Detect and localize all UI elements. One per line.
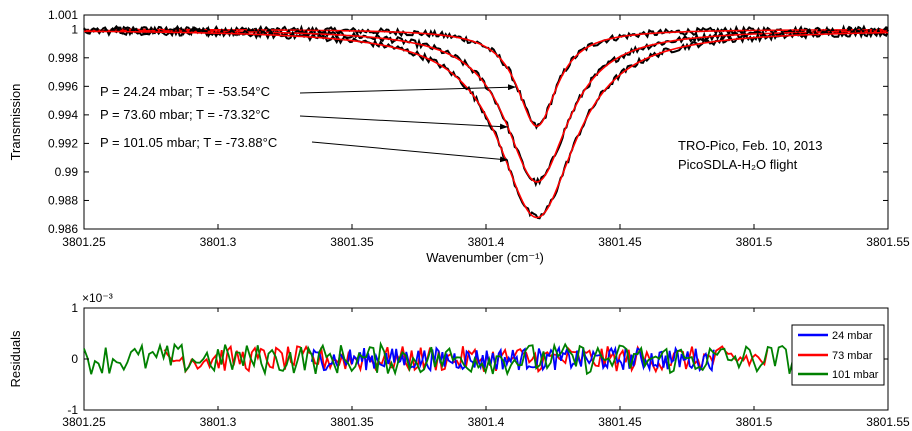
top-y-axis-label: Transmission (8, 84, 23, 161)
bottom-x-tick-label: 3801.5 (736, 415, 773, 429)
bottom-x-tick-label: 3801.3 (200, 415, 237, 429)
top-x-tick-label: 3801.4 (468, 235, 505, 249)
label-arrow-101mbar (311, 141, 509, 163)
series-labels: P = 24.24 mbar; T = -53.54°C P = 73.60 m… (100, 84, 517, 163)
top-y-tick-label: 0.996 (48, 79, 78, 93)
top-y-tick-label: 1.001 (48, 8, 78, 22)
top-x-tick-label: 3801.45 (598, 235, 642, 249)
bottom-y-tick-label: 1 (71, 301, 78, 315)
bottom-x-tick-label: 3801.25 (62, 415, 106, 429)
top-y-tick-label: 1 (71, 22, 78, 36)
transmission-panel: 3801.25 3801.3 3801.35 3801.4 3801.45 3801.5 3… (8, 8, 910, 265)
top-x-ticks: 3801.25 3801.3 3801.35 3801.4 3801.45 3801.5 3… (62, 15, 910, 249)
fit-spectrum-2 (84, 30, 888, 219)
residuals-panel: 3801.25 3801.3 3801.35 3801.4 3801.45 3801.5 3… (8, 291, 910, 429)
top-x-tick-label: 3801.55 (866, 235, 910, 249)
series-label-73mbar: P = 73.60 mbar; T = -73.32°C (100, 107, 270, 122)
top-y-tick-label: 0.986 (48, 222, 78, 236)
legend-label-101mbar: 101 mbar (832, 369, 879, 381)
residual-series-group (83, 340, 809, 377)
series-label-24mbar: P = 24.24 mbar; T = -53.54°C (100, 84, 270, 99)
bottom-y-tick-label: -1 (67, 403, 78, 417)
top-y-tick-label: 0.994 (48, 108, 78, 122)
bottom-x-ticks: 3801.25 3801.3 3801.35 3801.4 3801.45 3801.5 3… (62, 308, 910, 429)
top-y-tick-label: 0.992 (48, 136, 78, 150)
legend-label-24mbar: 24 mbar (832, 330, 873, 342)
top-y-tick-label: 0.99 (55, 165, 79, 179)
bottom-x-tick-label: 3801.45 (598, 415, 642, 429)
residuals-legend: 24 mbar 73 mbar 101 mbar (791, 324, 885, 386)
top-series-group (83, 24, 889, 220)
top-x-tick-label: 3801.3 (200, 235, 237, 249)
bottom-x-tick-label: 3801.4 (468, 415, 505, 429)
flight-annotation-line2: PicoSDLA-H₂O flight (678, 157, 798, 172)
top-x-tick-label: 3801.35 (330, 235, 374, 249)
residual-series-2 (83, 340, 809, 377)
top-y-ticks: 0.986 0.988 0.99 0.992 0.994 0.996 0.998 11.001 (48, 8, 888, 236)
flight-annotation-line1: TRO-Pico, Feb. 10, 2013 (678, 138, 823, 153)
top-x-tick-label: 3801.5 (736, 235, 773, 249)
bottom-x-tick-label: 3801.35 (330, 415, 374, 429)
label-arrow-24mbar (299, 84, 517, 94)
series-label-101mbar: P = 101.05 mbar; T = -73.88°C (100, 135, 277, 150)
bottom-y-ticks: -1 0 1 (67, 301, 888, 417)
top-x-axis-label: Wavenumber (cm⁻¹) (426, 250, 544, 265)
top-plot-area (83, 14, 889, 230)
top-x-tick-label: 3801.25 (62, 235, 106, 249)
label-arrow-73mbar (299, 115, 509, 130)
bottom-y-axis-label: Residuals (8, 330, 23, 388)
top-y-tick-label: 0.988 (48, 193, 78, 207)
residuals-exponent-label: ×10⁻³ (82, 291, 113, 305)
fit-spectrum-0 (110, 28, 888, 128)
legend-label-73mbar: 73 mbar (832, 350, 873, 362)
top-y-tick-label: 0.998 (48, 51, 78, 65)
bottom-y-tick-label: 0 (71, 352, 78, 366)
bottom-x-tick-label: 3801.55 (866, 415, 910, 429)
